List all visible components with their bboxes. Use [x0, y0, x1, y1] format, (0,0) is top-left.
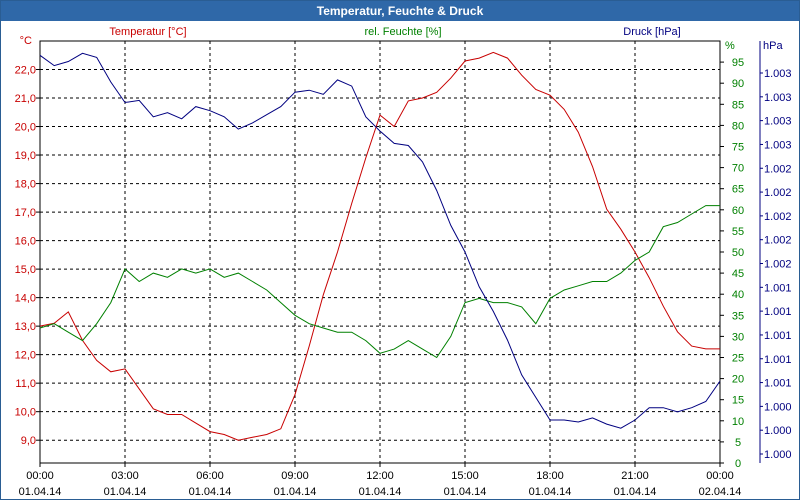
x-tick-date: 01.04.14 — [529, 486, 572, 498]
pressure-tick-label: 1.001 — [764, 330, 792, 342]
temperature-tick-label: 10,0 — [15, 407, 36, 419]
humidity-tick-label: 15 — [732, 395, 744, 407]
temperature-tick-label: 16,0 — [15, 236, 36, 248]
humidity-tick-label: 25 — [732, 353, 744, 365]
x-tick-time: 00:00 — [26, 470, 54, 482]
humidity-tick-label: 10 — [732, 416, 744, 428]
humidity-tick-label: 95 — [732, 57, 744, 69]
temperature-series — [39, 51, 720, 441]
x-tick-time: 06:00 — [196, 470, 224, 482]
humidity-tick-label: 70 — [732, 163, 744, 175]
temperature-tick-label: 19,0 — [15, 150, 36, 162]
pressure-tick-label: 1.003 — [764, 139, 792, 151]
humidity-tick-label: 5 — [735, 437, 741, 449]
temperature-tick-label: 22,0 — [15, 65, 36, 77]
pressure-tick-label: 1.001 — [764, 306, 792, 318]
humidity-series — [39, 205, 720, 359]
pressure-tick-label: 1.001 — [764, 354, 792, 366]
humidity-tick-label: 65 — [732, 184, 744, 196]
humidity-tick-label: 90 — [732, 78, 744, 90]
humidity-tick-label: 0 — [735, 458, 741, 470]
pressure-tick-label: 1.003 — [764, 68, 792, 80]
temperature-tick-label: 21,0 — [15, 93, 36, 105]
pressure-tick-label: 1.003 — [764, 92, 792, 104]
x-tick-time: 03:00 — [111, 470, 139, 482]
x-tick-date: 01.04.14 — [274, 486, 317, 498]
temperature-axis-title: Temperatur [°C] — [109, 26, 186, 38]
humidity-unit-label: % — [725, 40, 735, 52]
humidity-tick-label: 35 — [732, 310, 744, 322]
x-tick-time: 12:00 — [366, 470, 394, 482]
pressure-tick-label: 1.000 — [764, 425, 792, 437]
pressure-tick-label: 1.000 — [764, 401, 792, 413]
temperature-tick-label: 14,0 — [15, 293, 36, 305]
pressure-tick-label: 1.002 — [764, 163, 792, 175]
pressure-tick-label: 1.003 — [764, 116, 792, 128]
temperature-tick-label: 18,0 — [15, 179, 36, 191]
x-tick-time: 18:00 — [536, 470, 564, 482]
pressure-tick-label: 1.002 — [764, 187, 792, 199]
humidity-tick-label: 45 — [732, 268, 744, 280]
temperature-tick-label: 20,0 — [15, 122, 36, 134]
x-tick-time: 21:00 — [621, 470, 649, 482]
pressure-tick-label: 1.001 — [764, 378, 792, 390]
pressure-tick-label: 1.001 — [764, 282, 792, 294]
humidity-tick-label: 75 — [732, 142, 744, 154]
humidity-tick-label: 80 — [732, 120, 744, 132]
x-tick-date: 01.04.14 — [359, 486, 402, 498]
humidity-tick-label: 60 — [732, 205, 744, 217]
pressure-unit-label: hPa — [763, 40, 783, 52]
x-tick-date: 01.04.14 — [444, 486, 487, 498]
pressure-series — [39, 52, 721, 429]
x-tick-date: 01.04.14 — [104, 486, 147, 498]
temperature-tick-label: 11,0 — [15, 378, 36, 390]
temperature-tick-label: 15,0 — [15, 264, 36, 276]
humidity-tick-label: 50 — [732, 247, 744, 259]
x-tick-time: 00:00 — [706, 470, 734, 482]
temperature-tick-label: 9,0 — [21, 435, 36, 447]
series-lines — [39, 51, 721, 441]
x-tick-date: 01.04.14 — [19, 486, 62, 498]
x-tick-date: 02.04.14 — [699, 486, 742, 498]
window-title: Temperatur, Feuchte & Druck — [1, 1, 799, 21]
humidity-tick-label: 55 — [732, 226, 744, 238]
tick-labels: 22,0 21,0 20,0 19,0 18,0 17,0 16,0 15,0 14,0 13,0… — [15, 57, 792, 498]
pressure-tick-label: 1.002 — [764, 211, 792, 223]
humidity-tick-label: 85 — [732, 99, 744, 111]
pressure-tick-label: 1.000 — [764, 449, 792, 461]
humidity-axis-title: rel. Feuchte [%] — [364, 26, 441, 38]
humidity-tick-label: 40 — [732, 289, 744, 301]
pressure-tick-label: 1.002 — [764, 235, 792, 247]
humidity-tick-label: 30 — [732, 331, 744, 343]
temperature-tick-label: 12,0 — [15, 350, 36, 362]
temperature-tick-label: 17,0 — [15, 207, 36, 219]
temperature-tick-label: 13,0 — [15, 321, 36, 333]
x-tick-date: 01.04.14 — [189, 486, 232, 498]
x-tick-time: 15:00 — [451, 470, 479, 482]
left-unit-label: °C — [20, 35, 32, 47]
x-tick-time: 09:00 — [281, 470, 309, 482]
pressure-tick-label: 1.002 — [764, 259, 792, 271]
x-tick-date: 01.04.14 — [614, 486, 657, 498]
humidity-tick-label: 20 — [732, 374, 744, 386]
pressure-axis-title: Druck [hPa] — [623, 26, 680, 38]
